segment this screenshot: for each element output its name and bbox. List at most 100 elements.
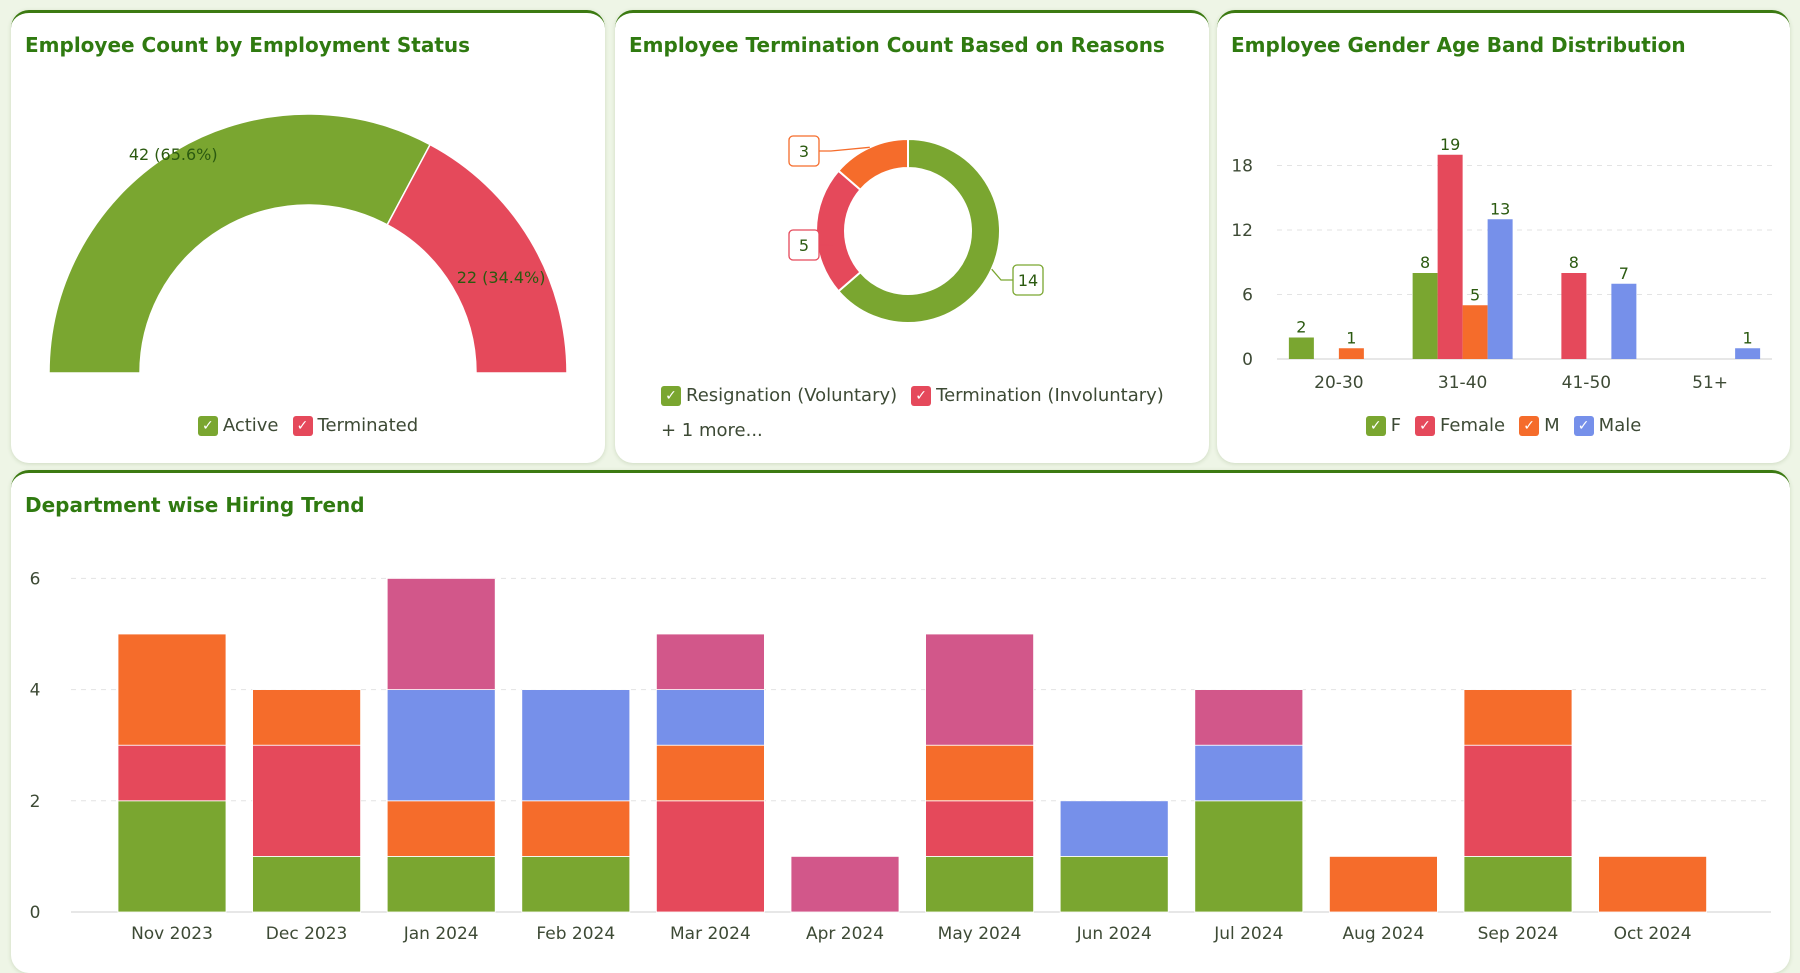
gender-age-title: Employee Gender Age Band Distribution bbox=[1231, 33, 1686, 57]
stack-segment-jul-2024-s3[interactable] bbox=[1194, 744, 1304, 802]
stack-segment-nov-2023-s0[interactable] bbox=[117, 800, 227, 913]
bar-value-label: 7 bbox=[1619, 264, 1629, 283]
bar-male-31-40[interactable] bbox=[1487, 219, 1513, 359]
y-tick-label: 18 bbox=[1231, 157, 1253, 177]
bar-value-label: 1 bbox=[1346, 328, 1356, 347]
callout-label-termination-involuntary: 5 bbox=[799, 236, 809, 255]
stack-segment-jul-2024-s0[interactable] bbox=[1194, 800, 1304, 913]
callout-line-termination-involuntary bbox=[815, 230, 833, 246]
stack-segment-jul-2024-s4[interactable] bbox=[1194, 689, 1304, 746]
legend-label: Female bbox=[1440, 415, 1506, 436]
stack-segment-may-2024-s2[interactable] bbox=[925, 744, 1034, 802]
slice-resignation-voluntary[interactable] bbox=[837, 137, 1001, 324]
x-tick-label: 20-30 bbox=[1314, 373, 1363, 393]
stack-segment-feb-2024-s2[interactable] bbox=[521, 800, 631, 857]
slice-active[interactable] bbox=[48, 113, 432, 374]
legend-more-link[interactable]: + 1 more... bbox=[661, 420, 763, 441]
bar-female-31-40[interactable] bbox=[1437, 154, 1463, 359]
bar-male-51[interactable] bbox=[1735, 348, 1761, 359]
stack-segment-mar-2024-s4[interactable] bbox=[656, 633, 765, 690]
x-tick-label: 51+ bbox=[1692, 373, 1728, 393]
employment-status-card: Employee Count by Employment Status 42 (… bbox=[11, 10, 605, 463]
stack-segment-nov-2023-s2[interactable] bbox=[117, 633, 227, 746]
status-legend-item-active[interactable]: ✓ Active bbox=[197, 415, 279, 436]
checkbox-icon: ✓ bbox=[197, 415, 218, 436]
stack-segment-aug-2024-s2[interactable] bbox=[1329, 855, 1438, 913]
checkbox-icon: ✓ bbox=[1573, 415, 1594, 436]
callout-box-other bbox=[788, 135, 820, 167]
stack-segment-mar-2024-s3[interactable] bbox=[656, 689, 765, 746]
slice-termination-involuntary[interactable] bbox=[815, 169, 862, 293]
bar-female-41-50[interactable] bbox=[1561, 273, 1587, 359]
callout-box-termination-involuntary bbox=[788, 229, 820, 261]
stack-segment-dec-2023-s1[interactable] bbox=[252, 744, 362, 857]
bar-value-label: 8 bbox=[1420, 253, 1430, 272]
stack-segment-may-2024-s0[interactable] bbox=[925, 855, 1034, 913]
bar-male-41-50[interactable] bbox=[1611, 283, 1637, 359]
x-tick-label: Dec 2023 bbox=[266, 924, 348, 944]
stack-segment-mar-2024-s2[interactable] bbox=[656, 744, 765, 802]
employment-status-chart: 42 (65.6%) 22 (34.4%) bbox=[48, 113, 568, 374]
slice-other[interactable] bbox=[837, 137, 909, 192]
x-tick-label: Sep 2024 bbox=[1478, 924, 1559, 944]
gender-legend-item-f[interactable]: ✓ F bbox=[1365, 415, 1401, 436]
stack-segment-jun-2024-s0[interactable] bbox=[1059, 855, 1169, 913]
termination-reasons-legend: ✓ Resignation (Voluntary) ✓ Termination (In… bbox=[661, 385, 1164, 406]
termination-reasons-title: Employee Termination Count Based on Reas… bbox=[629, 33, 1165, 57]
stack-segment-dec-2023-s0[interactable] bbox=[252, 855, 362, 913]
stack-segment-jan-2024-s4[interactable] bbox=[386, 578, 496, 690]
callout-line-resignation-voluntary bbox=[991, 268, 1013, 281]
bar-value-label: 19 bbox=[1440, 135, 1460, 154]
stack-segment-feb-2024-s0[interactable] bbox=[521, 855, 631, 913]
legend-label: Active bbox=[222, 415, 279, 436]
bar-value-label: 1 bbox=[1743, 328, 1753, 347]
employment-status-title: Employee Count by Employment Status bbox=[25, 33, 471, 57]
checkbox-icon: ✓ bbox=[911, 385, 932, 406]
bar-value-label: 2 bbox=[1296, 318, 1306, 337]
bar-value-label: 8 bbox=[1569, 253, 1579, 272]
bar-f-20-30[interactable] bbox=[1288, 337, 1314, 360]
checkbox-icon: ✓ bbox=[1415, 415, 1436, 436]
stack-segment-sep-2024-s2[interactable] bbox=[1463, 689, 1573, 746]
y-tick-label: 2 bbox=[30, 792, 41, 812]
stack-segment-jan-2024-s2[interactable] bbox=[386, 800, 496, 857]
slice-terminated[interactable] bbox=[386, 143, 568, 374]
bar-f-31-40[interactable] bbox=[1412, 273, 1438, 359]
legend-label: Terminated bbox=[317, 415, 419, 436]
gender-age-legend: ✓ F ✓ Female ✓ M ✓ Male bbox=[1217, 415, 1790, 436]
y-tick-label: 6 bbox=[1242, 286, 1253, 306]
y-tick-label: 12 bbox=[1231, 221, 1253, 241]
status-legend-item-terminated[interactable]: ✓ Terminated bbox=[292, 415, 419, 436]
termination-legend-item-resignation-voluntary[interactable]: ✓ Resignation (Voluntary) bbox=[661, 385, 897, 406]
callout-box-resignation-voluntary bbox=[1012, 264, 1044, 296]
bar-m-20-30[interactable] bbox=[1338, 348, 1364, 359]
bar-m-31-40[interactable] bbox=[1462, 305, 1488, 359]
stack-segment-sep-2024-s1[interactable] bbox=[1463, 744, 1573, 857]
termination-reasons-chart: 14 5 3 bbox=[788, 135, 1044, 324]
y-tick-label: 0 bbox=[30, 903, 41, 923]
hiring-trend-card: Department wise Hiring Trend 0 2 4 6 Nov 202… bbox=[11, 470, 1790, 973]
stack-segment-feb-2024-s3[interactable] bbox=[521, 689, 631, 802]
gender-legend-item-male[interactable]: ✓ Male bbox=[1573, 415, 1641, 436]
stack-segment-nov-2023-s1[interactable] bbox=[117, 744, 227, 802]
stack-segment-jan-2024-s3[interactable] bbox=[386, 689, 496, 802]
stack-segment-apr-2024-s4[interactable] bbox=[790, 855, 900, 913]
stack-segment-may-2024-s1[interactable] bbox=[925, 800, 1034, 857]
termination-legend-item-termination-involuntary[interactable]: ✓ Termination (Involuntary) bbox=[911, 385, 1164, 406]
bar-value-label: 13 bbox=[1490, 199, 1510, 218]
stack-segment-oct-2024-s2[interactable] bbox=[1598, 855, 1707, 913]
gender-legend-item-m[interactable]: ✓ M bbox=[1519, 415, 1560, 436]
stack-segment-dec-2023-s2[interactable] bbox=[252, 689, 362, 746]
x-tick-label: Feb 2024 bbox=[536, 924, 615, 944]
stack-segment-jun-2024-s3[interactable] bbox=[1059, 800, 1169, 857]
stack-segment-may-2024-s4[interactable] bbox=[925, 633, 1034, 746]
gender-legend-item-female[interactable]: ✓ Female bbox=[1415, 415, 1505, 436]
x-tick-label: Oct 2024 bbox=[1614, 924, 1692, 944]
callout-label-resignation-voluntary: 14 bbox=[1018, 271, 1038, 290]
bar-value-label: 5 bbox=[1470, 285, 1480, 304]
x-tick-label: Jan 2024 bbox=[403, 924, 479, 944]
x-tick-label: Jun 2024 bbox=[1076, 924, 1152, 944]
stack-segment-mar-2024-s1[interactable] bbox=[656, 800, 765, 913]
stack-segment-sep-2024-s0[interactable] bbox=[1463, 855, 1573, 913]
stack-segment-jan-2024-s0[interactable] bbox=[386, 855, 496, 913]
